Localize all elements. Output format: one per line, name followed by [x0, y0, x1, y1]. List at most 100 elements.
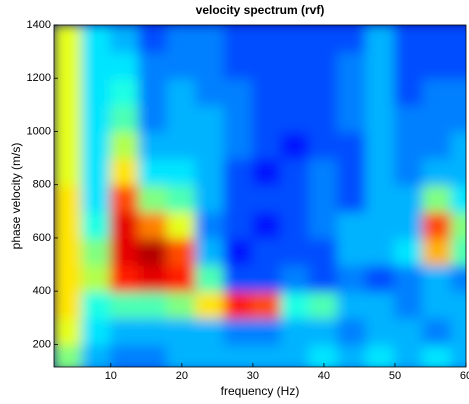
heatmap-cell: [223, 50, 254, 80]
y-tick-label: 800: [33, 179, 51, 191]
heatmap-cell: [365, 236, 396, 266]
heatmap-cell: [54, 210, 84, 239]
heatmap-cell: [450, 290, 466, 319]
heatmap-cell: [280, 103, 311, 133]
heatmap-cells: [54, 25, 466, 367]
heatmap-cell: [365, 157, 396, 186]
heatmap-cell: [393, 183, 425, 213]
heatmap-cell: [195, 316, 226, 346]
heatmap-cell: [251, 50, 283, 80]
heatmap-cell: [393, 157, 425, 186]
heatmap-cell: [109, 77, 141, 106]
heatmap-cell: [54, 25, 84, 53]
heatmap-cell: [138, 290, 169, 319]
heatmap-cell: [109, 210, 141, 239]
heatmap-cell: [138, 343, 169, 367]
heatmap-cell: [166, 25, 198, 53]
heatmap-cell: [337, 130, 368, 160]
heatmap-cell: [81, 263, 112, 293]
heatmap-cell: [308, 343, 340, 367]
heatmap-cell: [337, 183, 368, 213]
heatmap-cell: [166, 316, 198, 346]
plot-frame: [53, 24, 467, 368]
heatmap-cell: [195, 290, 226, 319]
heatmap-cell: [54, 183, 84, 213]
heatmap-cell: [109, 103, 141, 133]
heatmap-cell: [337, 103, 368, 133]
heatmap-cell: [280, 210, 311, 239]
heatmap-cell: [308, 210, 340, 239]
y-axis-label: phase velocity (m/s): [9, 143, 23, 250]
heatmap-cell: [109, 316, 141, 346]
heatmap-cell: [365, 183, 396, 213]
heatmap-cell: [251, 157, 283, 186]
heatmap-cell: [422, 25, 453, 53]
y-tick-label: 1000: [27, 125, 51, 137]
heatmap-cell: [280, 25, 311, 53]
heatmap-cell: [337, 25, 368, 53]
heatmap-cell: [280, 236, 311, 266]
heatmap-cell: [393, 77, 425, 106]
heatmap-cell: [450, 103, 466, 133]
heatmap-cell: [422, 183, 453, 213]
heatmap-cell: [393, 130, 425, 160]
heatmap-cell: [251, 290, 283, 319]
heatmap-cell: [251, 25, 283, 53]
heatmap-cell: [138, 210, 169, 239]
heatmap-cell: [308, 183, 340, 213]
x-tick-label: 50: [389, 370, 401, 382]
heatmap-cell: [308, 157, 340, 186]
heatmap-cell: [138, 130, 169, 160]
heatmap-cell: [337, 210, 368, 239]
heatmap-cell: [109, 25, 141, 53]
heatmap-cell: [422, 343, 453, 367]
heatmap-cell: [54, 77, 84, 106]
heatmap-cell: [138, 77, 169, 106]
x-axis-label: frequency (Hz): [221, 384, 300, 398]
heatmap-cell: [393, 103, 425, 133]
heatmap-cell: [422, 157, 453, 186]
heatmap-cell: [251, 210, 283, 239]
heatmap-cell: [365, 210, 396, 239]
heatmap-cell: [223, 316, 254, 346]
heatmap-cell: [81, 183, 112, 213]
heatmap-cell: [195, 263, 226, 293]
heatmap-cell: [337, 50, 368, 80]
x-tick-label: 60: [460, 370, 469, 382]
heatmap-cell: [223, 157, 254, 186]
heatmap-cell: [450, 157, 466, 186]
x-tick-label: 40: [318, 370, 330, 382]
heatmap-cell: [223, 25, 254, 53]
heatmap-cell: [251, 316, 283, 346]
heatmap-cell: [81, 25, 112, 53]
y-tick-label: 600: [33, 232, 51, 244]
heatmap-cell: [109, 50, 141, 80]
heatmap-cell: [308, 316, 340, 346]
heatmap-cell: [223, 290, 254, 319]
heatmap-cell: [138, 25, 169, 53]
heatmap-cell: [195, 50, 226, 80]
heatmap-cell: [450, 210, 466, 239]
heatmap-cell: [450, 343, 466, 367]
heatmap-cell: [109, 183, 141, 213]
heatmap-cell: [280, 50, 311, 80]
heatmap-cell: [81, 210, 112, 239]
y-tick-label: 400: [33, 285, 51, 297]
heatmap-cell: [81, 157, 112, 186]
heatmap-cell: [109, 343, 141, 367]
heatmap-cell: [337, 157, 368, 186]
heatmap-cell: [195, 236, 226, 266]
x-tick-label: 30: [247, 370, 259, 382]
heatmap-cell: [450, 263, 466, 293]
heatmap-cell: [223, 103, 254, 133]
heatmap-cell: [195, 183, 226, 213]
heatmap-cell: [422, 290, 453, 319]
heatmap-cell: [450, 183, 466, 213]
heatmap-cell: [54, 50, 84, 80]
heatmap-cell: [365, 25, 396, 53]
heatmap-cell: [195, 103, 226, 133]
heatmap-cell: [251, 77, 283, 106]
heatmap-cell: [195, 210, 226, 239]
heatmap-cell: [251, 103, 283, 133]
